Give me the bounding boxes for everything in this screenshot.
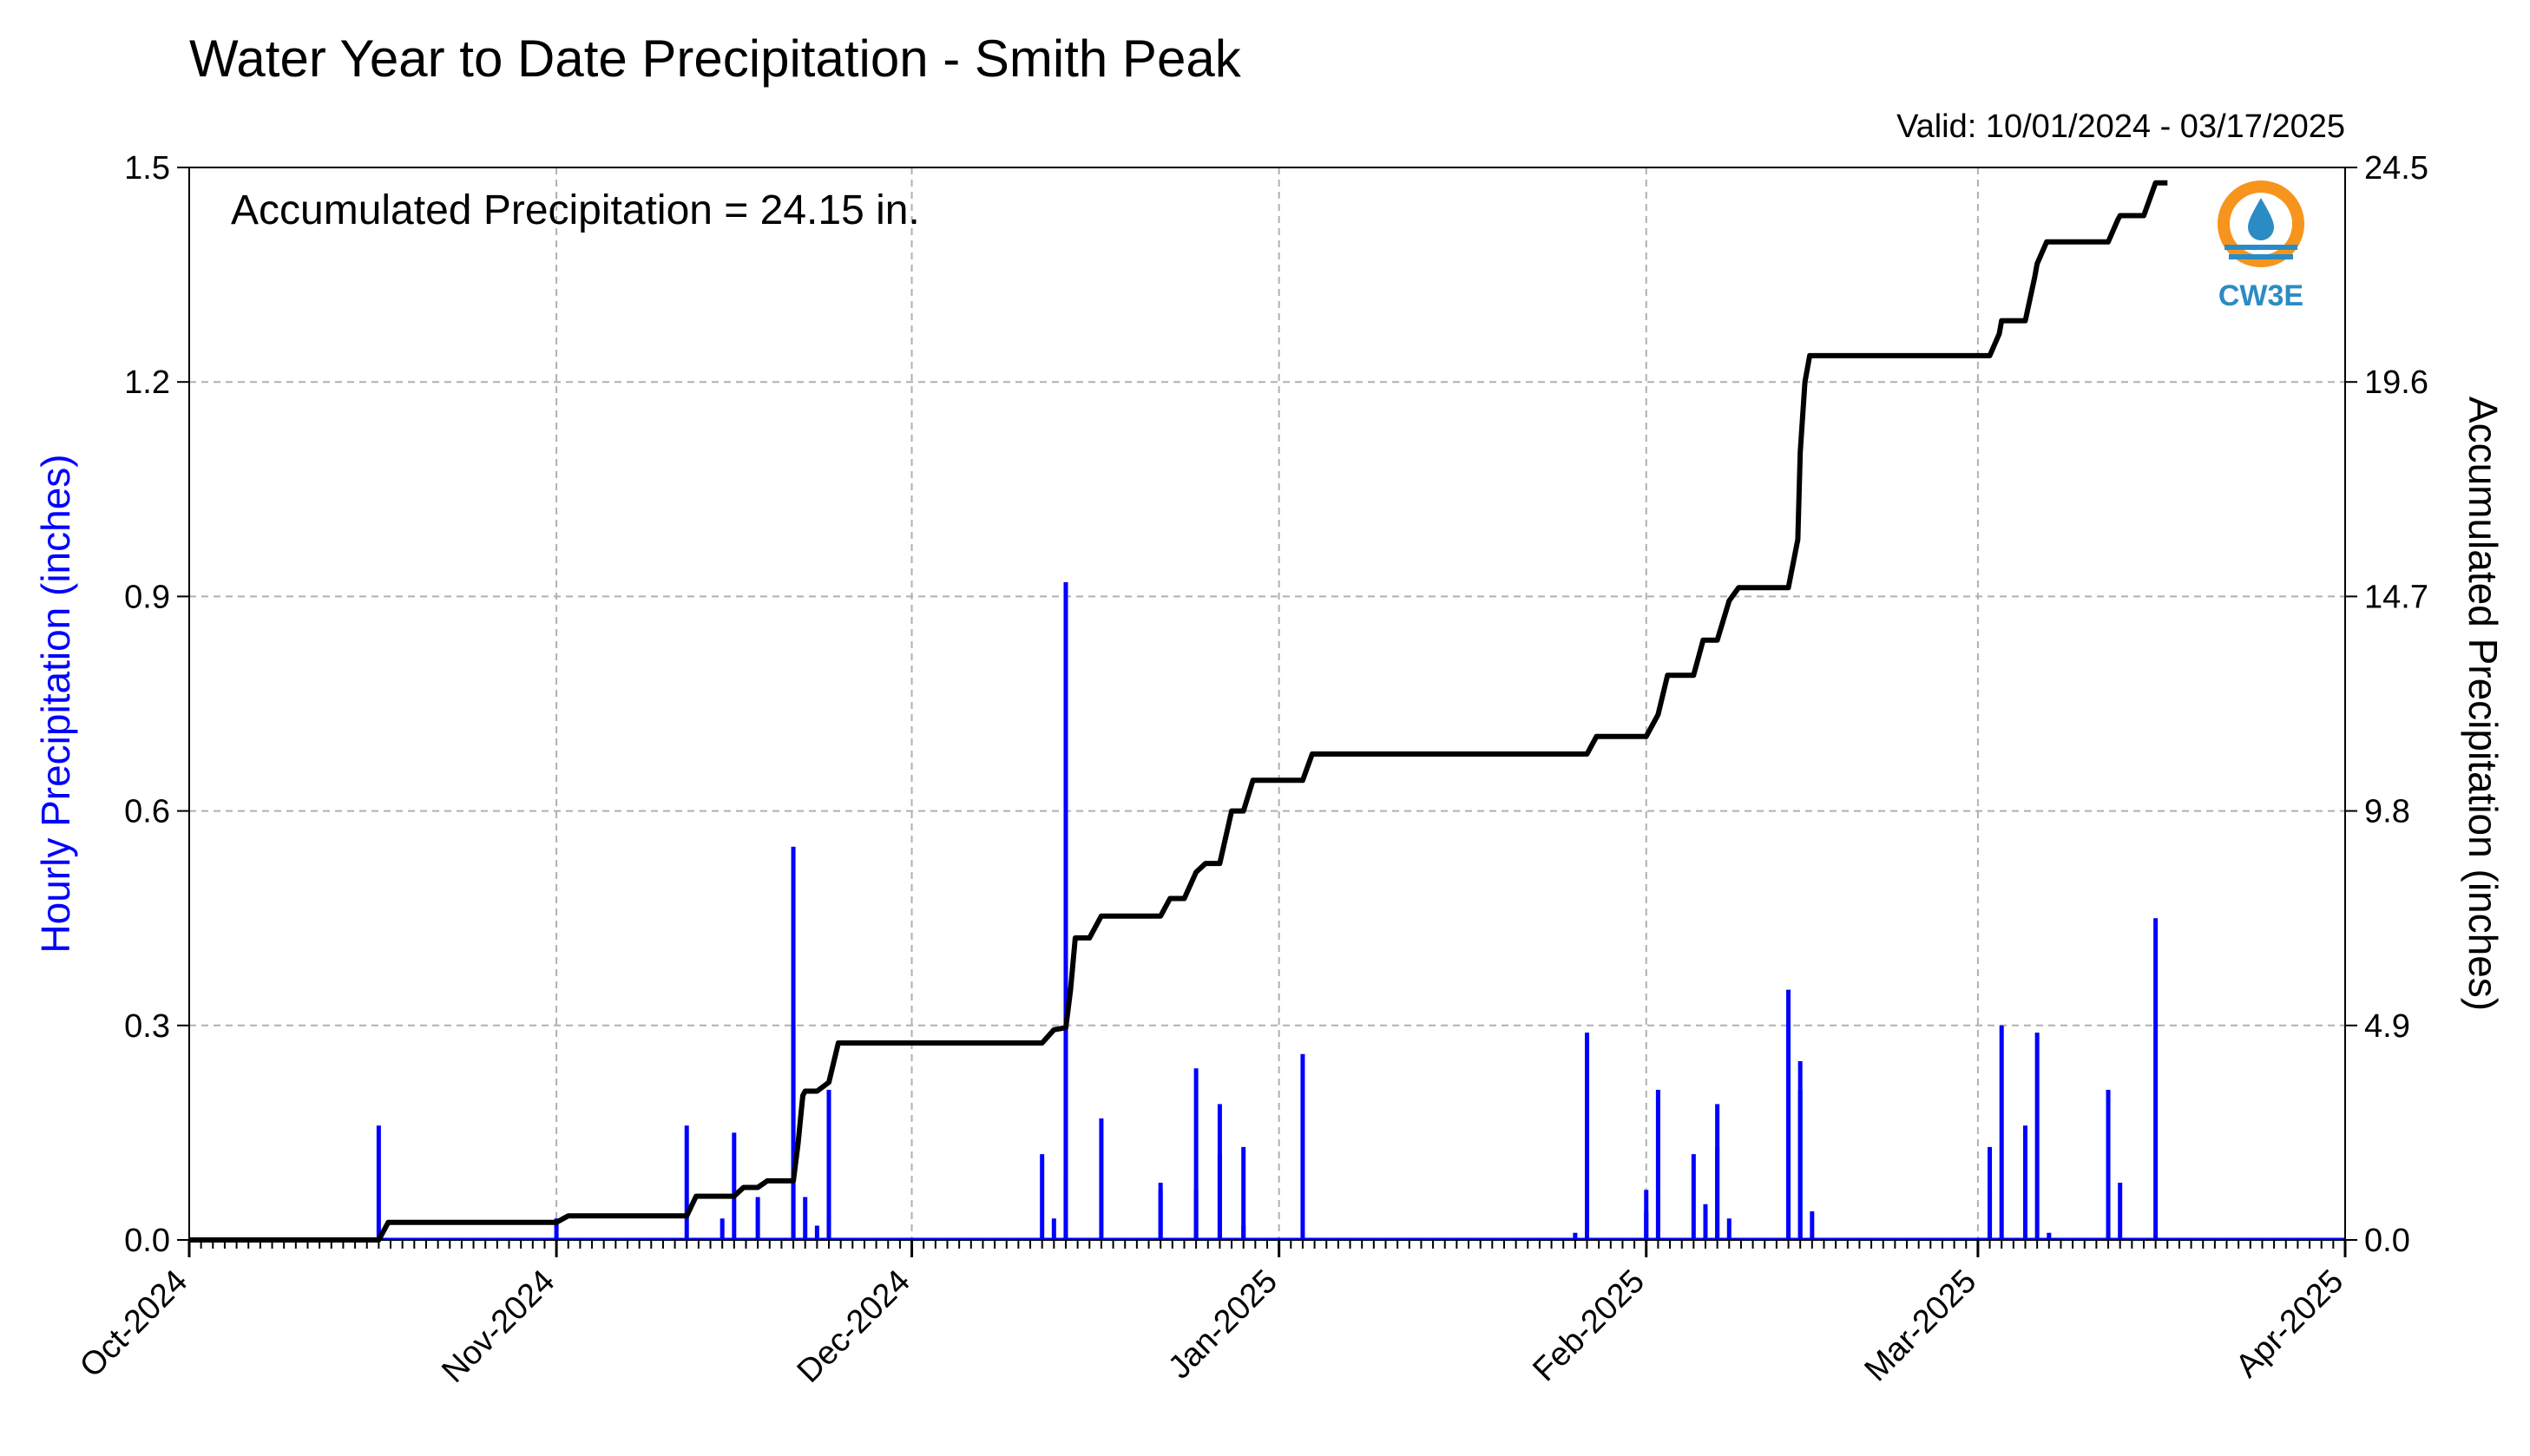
x-tick-label: Jan-2025 bbox=[1161, 1263, 1285, 1387]
left-y-axis: 0.0 0.3 0.6 0.9 1.2 1.5 bbox=[124, 150, 189, 1259]
hourly-bar bbox=[1585, 1033, 1590, 1240]
hourly-bar bbox=[2153, 918, 2159, 1240]
y-left-tick-label: 0.3 bbox=[124, 1008, 170, 1045]
hourly-bar bbox=[2022, 1154, 2027, 1240]
hourly-bar bbox=[1063, 581, 1068, 1240]
hourly-bar bbox=[1988, 1146, 1993, 1240]
hourly-bar bbox=[1797, 1089, 1803, 1240]
y-right-tick-label: 0.0 bbox=[2364, 1223, 2410, 1259]
y-right-tick-label: 19.6 bbox=[2364, 364, 2428, 401]
x-tick-label: Apr-2025 bbox=[2229, 1263, 2350, 1385]
water-drop-icon bbox=[2248, 198, 2274, 240]
hourly-bar bbox=[1726, 1218, 1732, 1240]
hourly-bar bbox=[803, 1197, 808, 1240]
hourly-bar bbox=[1691, 1154, 1696, 1240]
y-left-tick-label: 0.9 bbox=[124, 579, 170, 615]
hourly-bar bbox=[1217, 1154, 1222, 1240]
hourly-bar bbox=[2034, 1033, 2040, 1240]
hourly-bar bbox=[2118, 1183, 2123, 1240]
right-y-axis: 0.0 4.9 9.8 14.7 19.6 24.5 bbox=[2345, 150, 2428, 1259]
valid-range-label: Valid: 10/01/2024 - 03/17/2025 bbox=[1896, 108, 2345, 145]
hourly-bar bbox=[1786, 989, 1791, 1240]
hourly-bar bbox=[1193, 1068, 1199, 1240]
hourly-bar bbox=[791, 846, 796, 1240]
hourly-bar bbox=[1040, 1154, 1045, 1240]
y-right-tick-label: 14.7 bbox=[2364, 579, 2428, 615]
hourly-bar bbox=[1655, 1089, 1660, 1240]
hourly-bar bbox=[1715, 1146, 1720, 1240]
hourly-bar bbox=[2106, 1089, 2111, 1240]
hourly-bar bbox=[1573, 1232, 1578, 1240]
y-left-tick-label: 0.6 bbox=[124, 794, 170, 830]
hourly-bar bbox=[1999, 1025, 2004, 1240]
hourly-bar bbox=[684, 1125, 689, 1240]
x-tick-label: Mar-2025 bbox=[1858, 1263, 1984, 1389]
y-left-tick-label: 0.0 bbox=[124, 1223, 170, 1259]
logo-wave-1 bbox=[2224, 245, 2297, 250]
x-tick-label: Feb-2025 bbox=[1526, 1263, 1652, 1389]
hourly-bar bbox=[732, 1132, 737, 1240]
hourly-bar bbox=[1241, 1225, 1246, 1240]
hourly-bar bbox=[1051, 1218, 1056, 1240]
accumulated-annotation: Accumulated Precipitation = 24.15 in. bbox=[231, 187, 920, 233]
logo-wave-2 bbox=[2229, 254, 2293, 259]
grid-lines bbox=[189, 167, 2345, 1240]
y-left-tick-label: 1.5 bbox=[124, 150, 170, 187]
hourly-bar bbox=[755, 1197, 760, 1240]
hourly-bar bbox=[826, 1089, 831, 1240]
left-y-axis-label: Hourly Precipitation (inches) bbox=[33, 454, 78, 953]
hourly-bar bbox=[554, 1218, 559, 1240]
x-tick-label: Dec-2024 bbox=[791, 1263, 917, 1390]
logo-text: CW3E bbox=[2218, 279, 2303, 312]
hourly-bar bbox=[1703, 1203, 1708, 1240]
accumulated-line bbox=[189, 180, 2168, 1243]
x-tick-label: Oct-2024 bbox=[73, 1263, 194, 1385]
y-right-tick-label: 24.5 bbox=[2364, 150, 2428, 187]
x-axis: Oct-2024 Nov-2024 Dec-2024 Jan-2025 Feb-2025… bbox=[73, 1240, 2350, 1390]
hourly-bar bbox=[1158, 1183, 1163, 1240]
hourly-bar bbox=[720, 1218, 725, 1240]
chart-title: Water Year to Date Precipitation - Smith… bbox=[189, 30, 1242, 88]
hourly-bar bbox=[1193, 1190, 1199, 1240]
hourly-bars bbox=[189, 581, 2345, 1241]
hourly-bar bbox=[1644, 1211, 1649, 1240]
hourly-bar bbox=[1241, 1146, 1246, 1240]
plot-frame bbox=[188, 167, 2346, 1241]
hourly-bar bbox=[1810, 1211, 1815, 1240]
hourly-bar bbox=[1099, 1118, 1104, 1240]
hourly-bar bbox=[2047, 1232, 2052, 1240]
y-left-tick-label: 1.2 bbox=[124, 364, 170, 401]
y-right-tick-label: 9.8 bbox=[2364, 794, 2410, 830]
x-tick-label: Nov-2024 bbox=[435, 1263, 562, 1390]
hourly-bar bbox=[376, 1125, 381, 1240]
right-y-axis-label: Accumulated Precipitation (inches) bbox=[2461, 397, 2506, 1011]
hourly-bar bbox=[1063, 1175, 1068, 1240]
hourly-bar bbox=[1300, 1053, 1305, 1240]
y-right-tick-label: 4.9 bbox=[2364, 1008, 2410, 1045]
cw3e-logo: CW3E bbox=[2218, 180, 2304, 312]
hourly-bar bbox=[814, 1225, 819, 1240]
accumulated-precip-line bbox=[189, 180, 2168, 1243]
